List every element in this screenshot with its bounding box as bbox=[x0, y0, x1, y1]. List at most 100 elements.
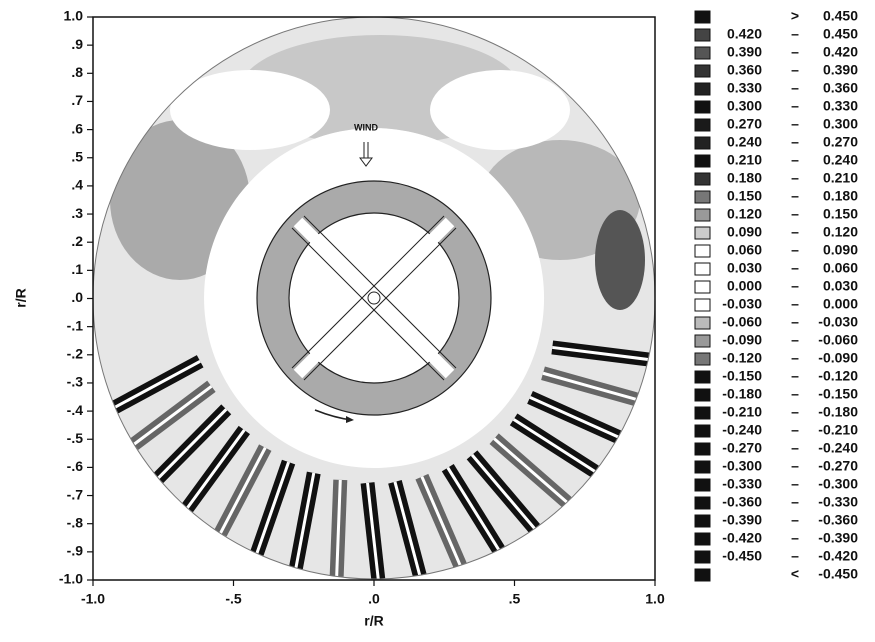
legend-label: 0.120 bbox=[823, 224, 858, 240]
y-tick-label: -.2 bbox=[67, 346, 84, 362]
legend-dash: – bbox=[791, 224, 799, 240]
legend-dash: – bbox=[791, 458, 799, 474]
legend-label: 0.300 bbox=[823, 116, 858, 132]
legend-swatch bbox=[695, 29, 710, 41]
legend-label: 0.420 bbox=[727, 26, 762, 42]
legend-swatch bbox=[695, 65, 710, 77]
legend-swatch bbox=[695, 11, 710, 23]
legend-label: -0.060 bbox=[818, 332, 858, 348]
legend-label: 0.210 bbox=[823, 170, 858, 186]
legend-swatch bbox=[695, 281, 710, 293]
legend-dash: – bbox=[791, 80, 799, 96]
legend-dash: – bbox=[791, 188, 799, 204]
legend-label: -0.030 bbox=[722, 296, 762, 312]
x-tick-label: .0 bbox=[368, 591, 380, 607]
legend-dash: – bbox=[791, 422, 799, 438]
legend-label: -0.330 bbox=[722, 476, 762, 492]
legend-dash: – bbox=[791, 548, 799, 564]
x-tick-label: -.5 bbox=[225, 591, 242, 607]
legend-label: 0.240 bbox=[823, 152, 858, 168]
legend-dash: – bbox=[791, 116, 799, 132]
legend-swatch bbox=[695, 425, 710, 437]
y-tick-label: .1 bbox=[71, 261, 83, 277]
legend-swatch bbox=[695, 137, 710, 149]
legend-label: 0.150 bbox=[823, 206, 858, 222]
y-tick-label: .8 bbox=[71, 64, 83, 80]
legend-label: 0.210 bbox=[727, 152, 762, 168]
legend-label: -0.030 bbox=[818, 314, 858, 330]
legend-swatch bbox=[695, 47, 710, 59]
legend-label: 0.270 bbox=[727, 116, 762, 132]
legend-dash: – bbox=[791, 242, 799, 258]
y-tick-label: .4 bbox=[71, 177, 83, 193]
legend-label: 0.360 bbox=[823, 80, 858, 96]
legend-swatch bbox=[695, 335, 710, 347]
y-tick-label: .9 bbox=[71, 36, 83, 52]
legend-label: -0.210 bbox=[818, 422, 858, 438]
legend-label: 0.420 bbox=[823, 44, 858, 60]
legend-swatch bbox=[695, 569, 710, 581]
y-tick-label: .6 bbox=[71, 120, 83, 136]
legend-dash: – bbox=[791, 134, 799, 150]
legend-label: -0.420 bbox=[818, 548, 858, 564]
chart: WIND r/R r/R -1.0-.5.0.51.01.0.9.8.7.6.5… bbox=[0, 0, 875, 637]
y-tick-label: -.3 bbox=[67, 374, 84, 390]
legend-dash: – bbox=[791, 62, 799, 78]
legend-swatch bbox=[695, 191, 710, 203]
legend-label: 0.000 bbox=[823, 296, 858, 312]
y-tick-label: .5 bbox=[71, 148, 83, 164]
legend-label: -0.150 bbox=[818, 386, 858, 402]
legend-dash: – bbox=[791, 512, 799, 528]
legend-label: 0.000 bbox=[727, 278, 762, 294]
rotation-arrow-head bbox=[346, 416, 354, 423]
legend-swatch bbox=[695, 443, 710, 455]
legend-label: -0.450 bbox=[818, 566, 858, 582]
legend-dash: – bbox=[791, 350, 799, 366]
legend-label: 0.060 bbox=[823, 260, 858, 276]
legend-label: 0.180 bbox=[727, 170, 762, 186]
y-axis-label: r/R bbox=[13, 288, 29, 307]
legend-label: 0.360 bbox=[727, 62, 762, 78]
legend-dash: – bbox=[791, 278, 799, 294]
wind-arrow-head bbox=[360, 158, 372, 166]
legend-label: -0.150 bbox=[722, 368, 762, 384]
x-axis-label: r/R bbox=[364, 613, 383, 629]
legend-label: -0.300 bbox=[722, 458, 762, 474]
y-tick-label: .2 bbox=[71, 233, 83, 249]
legend-dash: – bbox=[791, 260, 799, 276]
legend-label: 0.300 bbox=[727, 98, 762, 114]
legend-swatch bbox=[695, 407, 710, 419]
legend-dash: – bbox=[791, 440, 799, 456]
legend-label: 0.090 bbox=[823, 242, 858, 258]
legend-label: -0.240 bbox=[722, 422, 762, 438]
legend-label: -0.240 bbox=[818, 440, 858, 456]
legend-dash: – bbox=[791, 26, 799, 42]
legend-label: 0.030 bbox=[823, 278, 858, 294]
legend-label: -0.090 bbox=[722, 332, 762, 348]
y-tick-label: .7 bbox=[71, 92, 83, 108]
legend-swatch bbox=[695, 155, 710, 167]
legend-label: -0.330 bbox=[818, 494, 858, 510]
legend-label: -0.390 bbox=[818, 530, 858, 546]
legend-label: -0.450 bbox=[722, 548, 762, 564]
legend-swatch bbox=[695, 461, 710, 473]
x-tick-label: 1.0 bbox=[645, 591, 665, 607]
legend-swatch bbox=[695, 119, 710, 131]
rotor-hub bbox=[368, 292, 380, 304]
y-tick-label: -.1 bbox=[67, 317, 84, 333]
legend-swatch bbox=[695, 533, 710, 545]
legend-label: -0.090 bbox=[818, 350, 858, 366]
legend-swatch bbox=[695, 101, 710, 113]
legend-label: -0.210 bbox=[722, 404, 762, 420]
legend-label: -0.420 bbox=[722, 530, 762, 546]
legend-swatch bbox=[695, 299, 710, 311]
legend-swatch bbox=[695, 479, 710, 491]
legend-swatch bbox=[695, 497, 710, 509]
legend-swatch bbox=[695, 245, 710, 257]
legend-label: 0.330 bbox=[823, 98, 858, 114]
legend-label: 0.060 bbox=[727, 242, 762, 258]
legend-swatch bbox=[695, 389, 710, 401]
y-tick-label: .3 bbox=[71, 205, 83, 221]
legend-label: -0.360 bbox=[818, 512, 858, 528]
legend-label: 0.330 bbox=[727, 80, 762, 96]
